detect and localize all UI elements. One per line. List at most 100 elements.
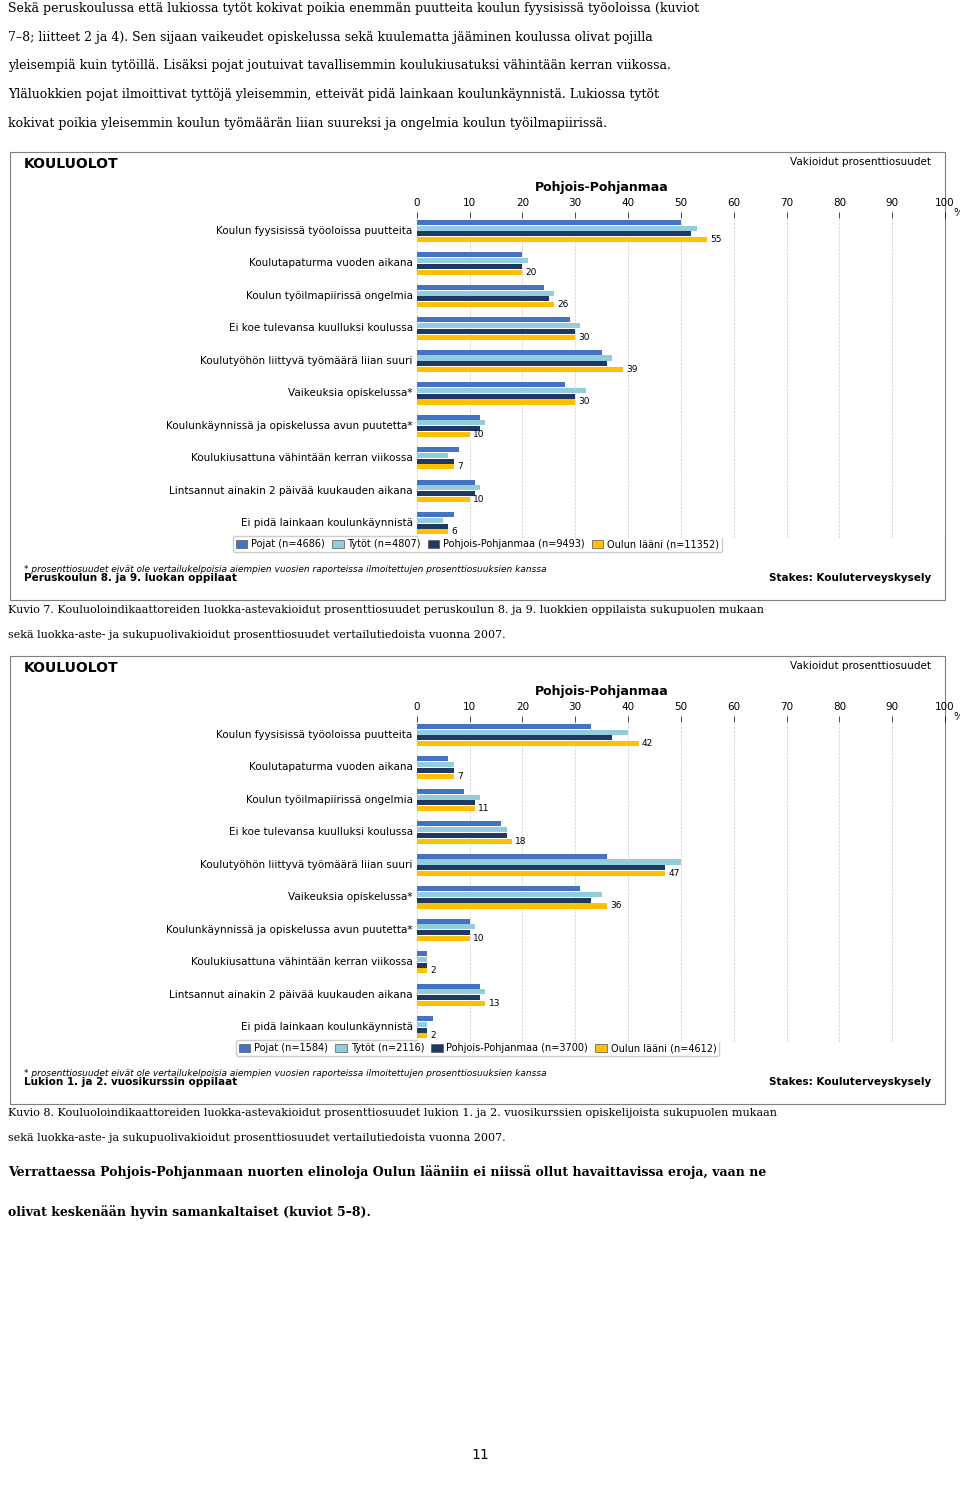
Text: Koulun työilmapiirissä ongelmia: Koulun työilmapiirissä ongelmia <box>246 794 413 805</box>
Text: Koulutyöhön liittyvä työmäärä liian suuri: Koulutyöhön liittyvä työmäärä liian suur… <box>201 860 413 870</box>
Bar <box>417 480 475 484</box>
Text: Koulutyöhön liittyvä työmäärä liian suuri: Koulutyöhön liittyvä työmäärä liian suur… <box>201 356 413 365</box>
Text: Vakioidut prosenttiosuudet: Vakioidut prosenttiosuudet <box>790 157 931 166</box>
Legend: Pojat (n=4686), Tytöt (n=4807), Pohjois-Pohjanmaa (n=9493), Oulun lääni (n=11352: Pojat (n=4686), Tytöt (n=4807), Pohjois-… <box>233 536 722 552</box>
Text: sekä luokka-aste- ja sukupuolivakioidut prosenttiosuudet vertailutiedoista vuonn: sekä luokka-aste- ja sukupuolivakioidut … <box>8 1133 506 1143</box>
Text: Ei koe tulevansa kuulluksi koulussa: Ei koe tulevansa kuulluksi koulussa <box>228 827 413 838</box>
Bar <box>417 833 507 838</box>
Text: 10: 10 <box>472 934 484 943</box>
Bar <box>417 1001 486 1005</box>
Bar <box>417 518 444 523</box>
Text: Sekä peruskoulussa että lukiossa tytöt kokivat poikia enemmän puutteita koulun f: Sekä peruskoulussa että lukiossa tytöt k… <box>8 1 699 15</box>
Text: Koulun työilmapiirissä ongelmia: Koulun työilmapiirissä ongelmia <box>246 291 413 301</box>
Bar <box>417 420 486 425</box>
Bar <box>417 447 459 451</box>
Text: Verrattaessa Pohjois-Pohjanmaan nuorten elinoloja Oulun lääniin ei niissä ollut : Verrattaessa Pohjois-Pohjanmaan nuorten … <box>8 1166 766 1179</box>
Bar <box>417 741 638 745</box>
Bar <box>417 887 581 891</box>
Text: Kuvio 8. Kouluoloindikaattoreiden luokka-astevakioidut prosenttiosuudet lukion 1: Kuvio 8. Kouluoloindikaattoreiden luokka… <box>8 1108 777 1118</box>
Bar <box>417 394 575 399</box>
Bar <box>417 524 448 529</box>
Bar <box>417 382 564 388</box>
Bar <box>417 1022 427 1026</box>
Text: 18: 18 <box>515 836 526 845</box>
Text: * prosenttiosuudet eivät ole vertailukelpoisia aiempien vuosien raporteissa ilmo: * prosenttiosuudet eivät ole vertailukel… <box>24 564 546 575</box>
Text: olivat keskenään hyvin samankaltaiset (kuviot 5–8).: olivat keskenään hyvin samankaltaiset (k… <box>8 1204 371 1219</box>
Text: Ei pidä lainkaan koulunkäynnistä: Ei pidä lainkaan koulunkäynnistä <box>241 1022 413 1032</box>
Bar <box>417 270 522 275</box>
Bar <box>417 301 554 307</box>
Bar <box>417 238 708 242</box>
Bar <box>417 924 475 930</box>
Bar <box>417 950 427 956</box>
Text: 26: 26 <box>557 300 568 309</box>
Text: Stakes: Kouluterveyskysely: Stakes: Kouluterveyskysely <box>769 573 931 584</box>
Bar <box>417 1028 427 1032</box>
Bar <box>417 968 427 974</box>
Text: sekä luokka-aste- ja sukupuolivakioidut prosenttiosuudet vertailutiedoista vuonn: sekä luokka-aste- ja sukupuolivakioidut … <box>8 630 506 640</box>
Legend: Pojat (n=1584), Tytöt (n=2116), Pohjois-Pohjanmaa (n=3700), Oulun lääni (n=4612): Pojat (n=1584), Tytöt (n=2116), Pohjois-… <box>236 1041 719 1056</box>
Bar <box>417 285 543 290</box>
Bar <box>417 794 480 799</box>
Text: Pohjois-Pohjanmaa: Pohjois-Pohjanmaa <box>535 181 668 195</box>
Text: Peruskoulun 8. ja 9. luokan oppilaat: Peruskoulun 8. ja 9. luokan oppilaat <box>24 573 237 584</box>
Text: 55: 55 <box>710 235 722 244</box>
Text: Koulutapaturma vuoden aikana: Koulutapaturma vuoden aikana <box>249 762 413 772</box>
Bar <box>417 936 469 941</box>
Text: kokivat poikia yleisemmin koulun työmäärän liian suureksi ja ongelmia koulun työ: kokivat poikia yleisemmin koulun työmäär… <box>8 117 607 129</box>
Bar <box>417 995 480 1001</box>
Bar <box>417 821 501 826</box>
Bar <box>417 486 480 490</box>
Bar <box>417 860 681 864</box>
Bar <box>417 983 480 989</box>
Bar <box>417 367 623 373</box>
Text: Lintsannut ainakin 2 päivää kuukauden aikana: Lintsannut ainakin 2 päivää kuukauden ai… <box>169 989 413 999</box>
Text: Vaikeuksia opiskelussa*: Vaikeuksia opiskelussa* <box>288 892 413 903</box>
Bar <box>417 898 591 903</box>
Text: 7: 7 <box>457 462 463 471</box>
Bar <box>417 989 486 995</box>
Bar <box>417 492 475 496</box>
Bar <box>417 297 549 301</box>
Bar <box>417 1034 427 1038</box>
Text: Ei koe tulevansa kuulluksi koulussa: Ei koe tulevansa kuulluksi koulussa <box>228 324 413 334</box>
Text: 6: 6 <box>451 527 457 536</box>
Bar <box>417 318 570 322</box>
Bar <box>417 355 612 361</box>
Text: 2: 2 <box>430 967 436 976</box>
Bar <box>417 800 475 805</box>
Text: 47: 47 <box>668 869 680 878</box>
Text: Ei pidä lainkaan koulunkäynnistä: Ei pidä lainkaan koulunkäynnistä <box>241 518 413 529</box>
Text: 30: 30 <box>578 333 589 342</box>
Text: 7–8; liitteet 2 ja 4). Sen sijaan vaikeudet opiskelussa sekä kuulematta jääminen: 7–8; liitteet 2 ja 4). Sen sijaan vaikeu… <box>8 31 653 43</box>
Text: Koulun fyysisissä työoloissa puutteita: Koulun fyysisissä työoloissa puutteita <box>216 731 413 740</box>
Text: Yläluokkien pojat ilmoittivat tyttöjä yleisemmin, etteivät pidä lainkaan koulunk: Yläluokkien pojat ilmoittivat tyttöjä yl… <box>8 88 659 101</box>
Bar <box>417 723 591 729</box>
Bar <box>417 459 454 463</box>
Bar <box>417 903 607 909</box>
Bar <box>417 328 575 334</box>
Text: Koulukiusattuna vähintään kerran viikossa: Koulukiusattuna vähintään kerran viikoss… <box>191 453 413 463</box>
Text: Koulunkäynnissä ja opiskelussa avun puutetta*: Koulunkäynnissä ja opiskelussa avun puut… <box>166 420 413 431</box>
Bar <box>417 756 448 762</box>
Bar <box>417 322 581 328</box>
Bar <box>417 226 697 230</box>
Text: 30: 30 <box>578 398 589 407</box>
Text: Koulutapaturma vuoden aikana: Koulutapaturma vuoden aikana <box>249 258 413 269</box>
Bar <box>417 930 469 936</box>
Bar <box>417 361 607 367</box>
Text: Vakioidut prosenttiosuudet: Vakioidut prosenttiosuudet <box>790 661 931 671</box>
Text: 11: 11 <box>478 803 490 814</box>
Text: Koulukiusattuna vähintään kerran viikossa: Koulukiusattuna vähintään kerran viikoss… <box>191 958 413 967</box>
Text: Lintsannut ainakin 2 päivää kuukauden aikana: Lintsannut ainakin 2 päivää kuukauden ai… <box>169 486 413 496</box>
Bar <box>417 866 665 870</box>
Bar <box>417 349 602 355</box>
Bar <box>417 735 612 741</box>
Bar <box>417 768 454 772</box>
Bar <box>417 232 691 236</box>
Text: Koulun fyysisissä työoloissa puutteita: Koulun fyysisissä työoloissa puutteita <box>216 226 413 236</box>
Bar <box>417 291 554 296</box>
Bar <box>417 872 665 876</box>
Bar <box>417 388 586 394</box>
Bar <box>417 762 454 768</box>
